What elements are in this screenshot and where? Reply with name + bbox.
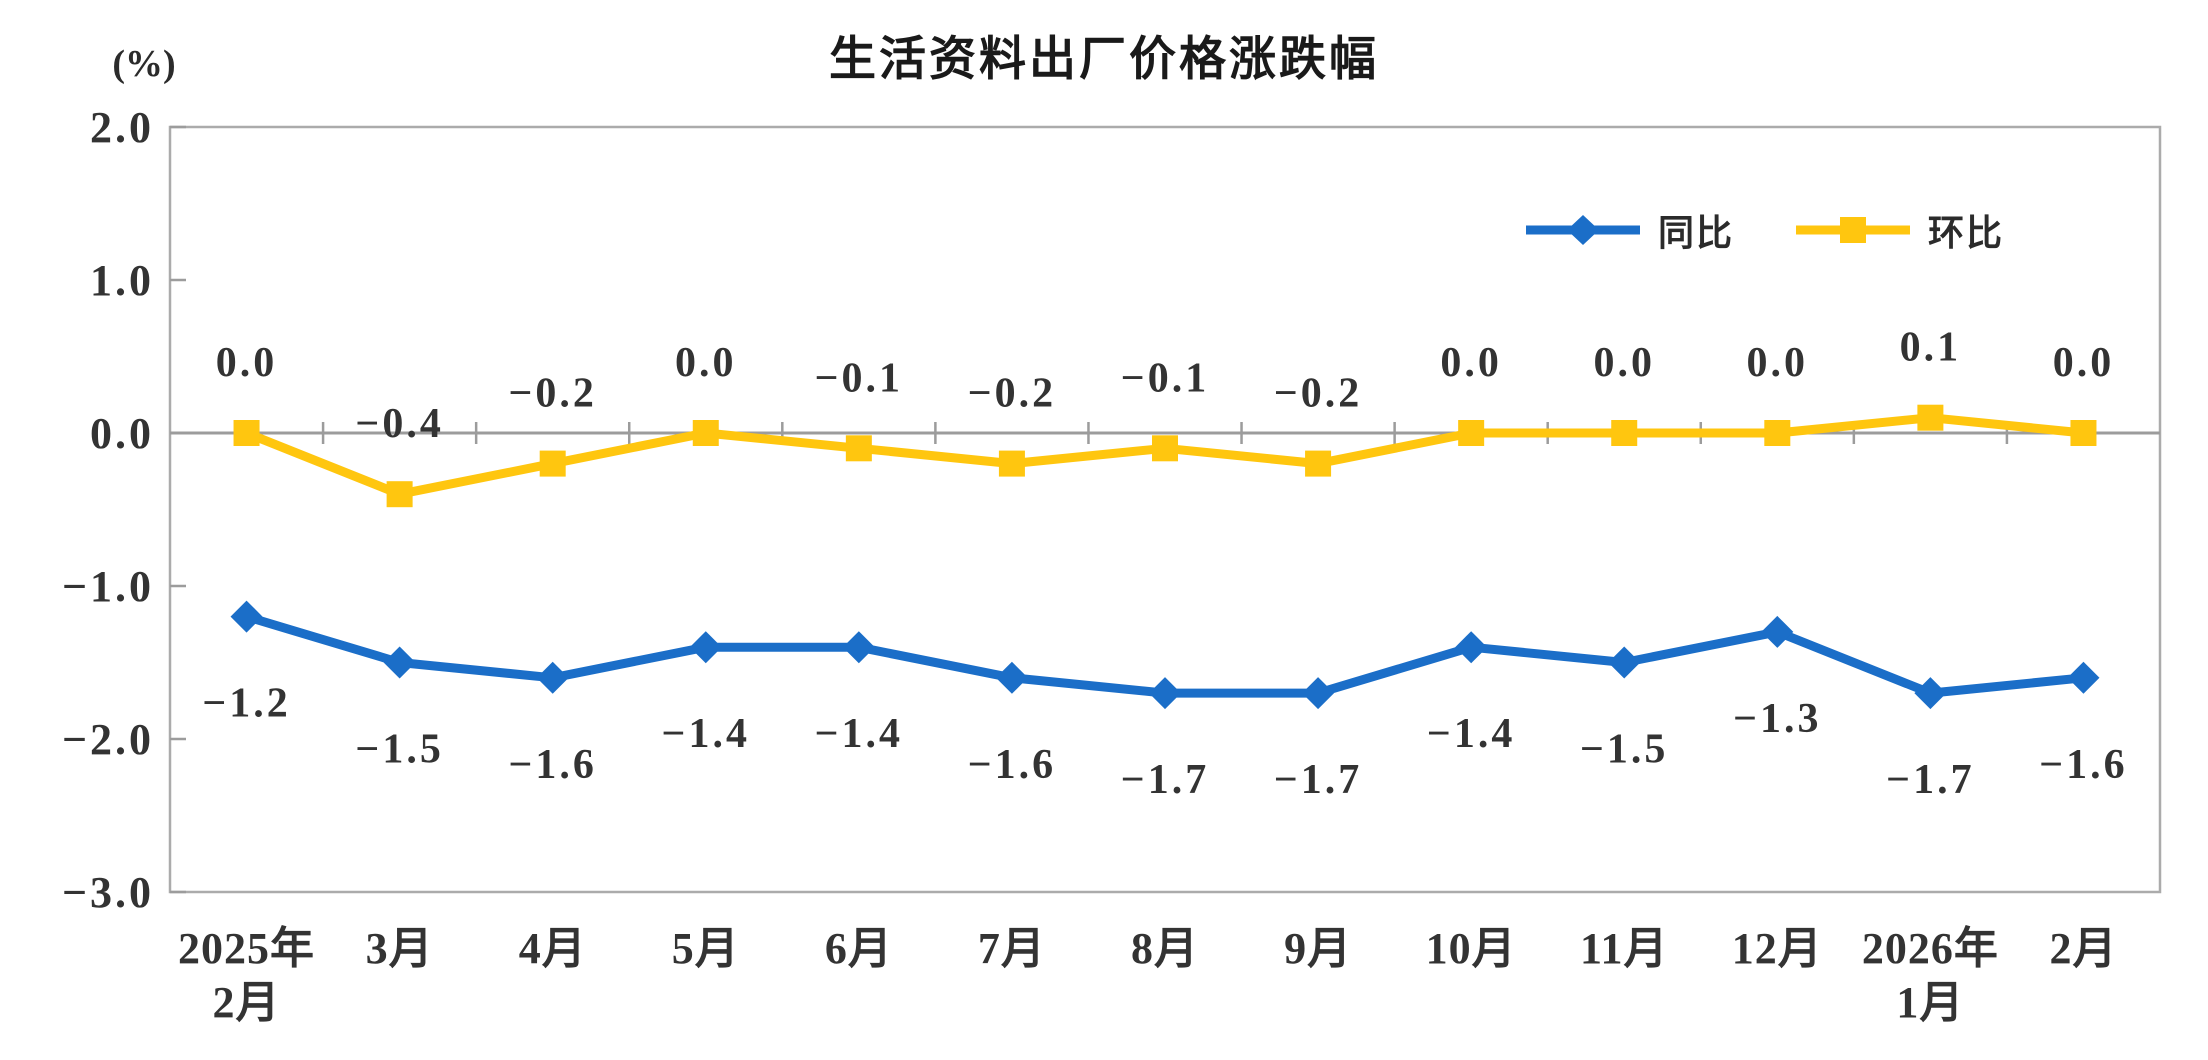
svg-text:4月: 4月: [519, 924, 587, 973]
legend-item-huanbi: 环比: [1794, 204, 2004, 256]
marker-diamond: [2067, 661, 2100, 694]
svg-text:2026年: 2026年: [1862, 924, 1999, 973]
svg-text:−1.6: −1.6: [2039, 742, 2127, 788]
svg-text:11月: 11月: [1580, 924, 1669, 973]
svg-text:7月: 7月: [978, 924, 1046, 973]
svg-text:−0.4: −0.4: [355, 401, 443, 447]
marker-square: [386, 481, 413, 508]
svg-text:2.0: 2.0: [90, 103, 154, 152]
svg-text:0.0: 0.0: [90, 409, 154, 458]
svg-text:2025年: 2025年: [178, 924, 315, 973]
data-labels-huanbi: 0.0 −0.4 −0.2 0.0 −0.1 −0.2 −0.1 −0.2 0.0 0.0 0.0 0…: [216, 325, 2115, 448]
marker-square: [539, 450, 566, 477]
svg-text:−1.5: −1.5: [1580, 727, 1668, 773]
svg-text:2月: 2月: [213, 978, 281, 1027]
y-axis-labels: 2.0 1.0 0.0 −1.0 −2.0 −3.0: [62, 103, 186, 917]
marker-diamond: [1608, 646, 1641, 679]
marker-diamond: [1455, 631, 1488, 664]
svg-text:0.0: 0.0: [2053, 340, 2115, 386]
svg-text:9月: 9月: [1284, 924, 1352, 973]
svg-text:6月: 6月: [825, 924, 893, 973]
svg-text:0.0: 0.0: [1593, 340, 1655, 386]
plot-border: [168, 125, 2162, 894]
svg-text:−3.0: −3.0: [62, 868, 154, 917]
svg-text:−1.7: −1.7: [1274, 757, 1362, 803]
marker-diamond: [536, 661, 569, 694]
svg-text:8月: 8月: [1131, 924, 1199, 973]
marker-square: [1152, 435, 1178, 462]
svg-text:0.0: 0.0: [216, 340, 278, 386]
marker-diamond: [230, 600, 263, 633]
svg-text:−1.3: −1.3: [1733, 696, 1821, 742]
marker-diamond: [1149, 677, 1181, 710]
y-axis-unit-label: (%): [112, 43, 176, 85]
svg-text:1月: 1月: [1896, 978, 1964, 1027]
marker-square: [1917, 404, 1944, 431]
marker-square: [1305, 450, 1332, 477]
svg-text:0.0: 0.0: [675, 340, 737, 386]
chart-legend: 同比 环比: [1524, 204, 2004, 256]
svg-text:−0.2: −0.2: [508, 371, 596, 417]
svg-text:−1.5: −1.5: [355, 727, 443, 773]
marker-diamond: [1914, 677, 1947, 710]
marker-diamond: [842, 631, 875, 664]
svg-text:−1.6: −1.6: [968, 742, 1056, 788]
svg-text:−0.2: −0.2: [968, 371, 1056, 417]
marker-diamond: [383, 646, 416, 679]
marker-diamond: [995, 661, 1028, 694]
svg-text:0.0: 0.0: [1440, 340, 1502, 386]
legend-line-square-icon: [1796, 217, 1911, 243]
marker-square: [2070, 420, 2097, 446]
marker-square: [1611, 420, 1638, 446]
marker-diamond: [1302, 677, 1335, 710]
svg-text:−2.0: −2.0: [62, 715, 154, 764]
svg-text:−1.0: −1.0: [62, 562, 154, 611]
legend-label-huanbi: 环比: [1928, 212, 2005, 253]
svg-text:1.0: 1.0: [90, 256, 154, 305]
legend-tongbi-diamond: [1567, 215, 1599, 245]
marker-square: [998, 450, 1025, 477]
marker-square: [233, 420, 260, 446]
svg-text:10月: 10月: [1426, 924, 1517, 973]
series-huanbi: [233, 404, 2097, 508]
svg-text:−1.4: −1.4: [815, 711, 903, 757]
svg-text:3月: 3月: [366, 924, 434, 973]
svg-text:−1.6: −1.6: [508, 742, 596, 788]
marker-square: [692, 420, 719, 446]
marker-diamond: [689, 631, 722, 664]
svg-text:0.1: 0.1: [1900, 325, 1962, 371]
svg-text:5月: 5月: [672, 924, 740, 973]
legend-line-diamond-icon: [1526, 215, 1640, 245]
svg-text:−1.4: −1.4: [1427, 711, 1515, 757]
marker-square: [845, 435, 872, 462]
x-axis-labels: 2025年 2月 3月 4月 5月 6月 7月 8月 9月 10月 11月 12月 2026年 1月 2月: [178, 924, 2117, 1027]
data-labels-tongbi: −1.2 −1.5 −1.6 −1.4 −1.4 −1.6 −1.7 −1.7 −1.4 −1.5…: [202, 681, 2127, 804]
legend-label-tongbi: 同比: [1658, 212, 1735, 253]
svg-text:0.0: 0.0: [1747, 340, 1809, 386]
svg-text:−0.1: −0.1: [1121, 355, 1209, 401]
marker-square: [1458, 420, 1485, 446]
svg-text:−1.4: −1.4: [662, 711, 750, 757]
svg-text:−0.1: −0.1: [815, 355, 903, 401]
svg-text:2月: 2月: [2049, 924, 2117, 973]
svg-text:−1.2: −1.2: [202, 681, 290, 727]
series-tongbi: [230, 600, 2100, 710]
svg-text:−1.7: −1.7: [1121, 757, 1209, 803]
legend-item-tongbi: 同比: [1524, 204, 1734, 256]
marker-square: [1764, 420, 1791, 446]
marker-diamond: [1761, 615, 1794, 648]
legend-huanbi-square: [1840, 217, 1867, 243]
svg-text:12月: 12月: [1732, 924, 1823, 973]
svg-text:−1.7: −1.7: [1886, 757, 1974, 803]
svg-text:−0.2: −0.2: [1274, 371, 1362, 417]
chart-title: 生活资料出厂价格涨跌幅: [829, 32, 1379, 85]
